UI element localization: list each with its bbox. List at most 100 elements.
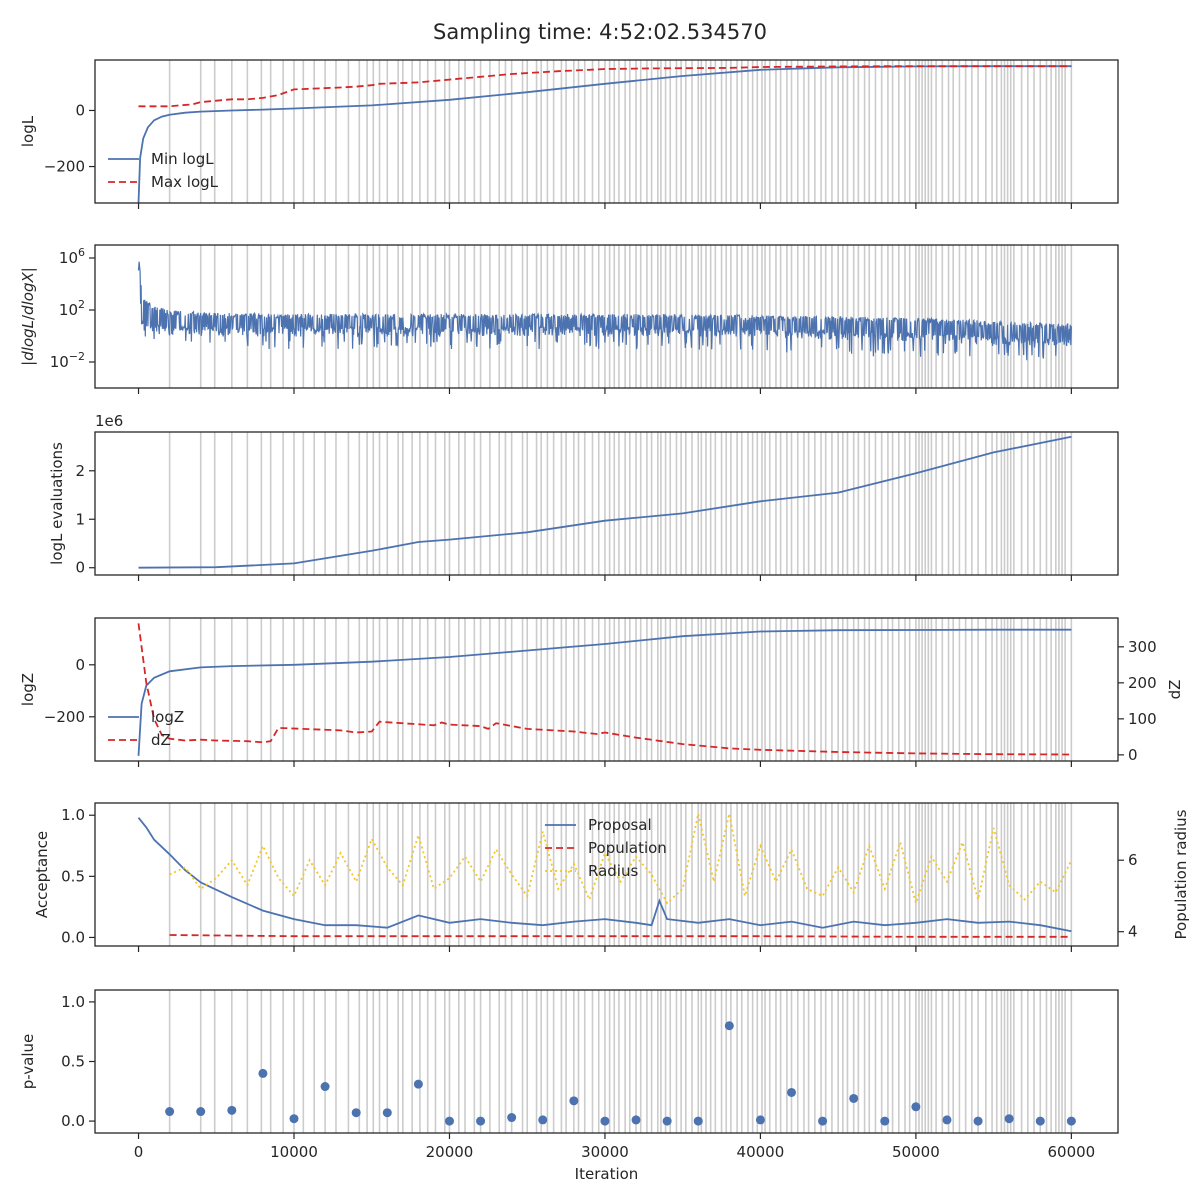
series-line-proposal	[137, 817, 1072, 933]
data-point	[880, 1116, 890, 1126]
y-tick-label: 1.0	[61, 806, 85, 824]
y-axis-label: logZ	[19, 673, 37, 706]
y-tick-label: 1.0	[61, 993, 85, 1011]
y-tick-label-right: 300	[1128, 638, 1157, 656]
data-point	[1035, 1116, 1045, 1126]
panel-plot-area	[137, 245, 1073, 388]
panel-frame	[94, 989, 1119, 1134]
y-axis-label: p-value	[19, 1034, 37, 1090]
y-tick-label: 0.5	[61, 867, 85, 885]
y-tick-label: 0.0	[61, 1112, 85, 1130]
data-point	[973, 1116, 983, 1126]
x-axis-label: Iteration	[575, 1165, 639, 1183]
y-tick-label-right: 6	[1128, 851, 1138, 869]
panel-2: 0 1 2 logL evaluations 1e6	[48, 412, 1119, 581]
panel-0: −200 0 logL Min logL Max logL	[19, 59, 1119, 209]
y-axis-label: Acceptance	[33, 831, 51, 918]
data-point	[818, 1116, 828, 1126]
y-tick-label: 2	[75, 462, 85, 480]
y-axis-label-part: |	[19, 267, 37, 272]
y-tick-label: 0	[75, 101, 85, 119]
data-point	[755, 1115, 765, 1125]
legend-label: logZ	[151, 708, 184, 726]
y-axis-label-part: /	[19, 314, 37, 320]
panel-frame	[94, 59, 1119, 204]
legend: Proposal Population Radius	[545, 816, 667, 880]
y-tick-exponent: 2	[78, 298, 85, 311]
series-line-min-logl	[137, 65, 1072, 203]
panel-plot-area	[137, 60, 1073, 203]
data-point	[942, 1115, 952, 1125]
legend-label: dZ	[151, 731, 171, 749]
panel-plot-area	[137, 618, 1073, 761]
y-tick-label: 102	[59, 298, 85, 319]
panel-plot-area	[137, 803, 1073, 946]
y-axis-label-part: |	[19, 361, 37, 366]
y-axis-label-part: d	[19, 305, 37, 315]
x-tick-label: 0	[134, 1143, 144, 1161]
data-point	[413, 1079, 423, 1089]
x-tick-label: 50000	[892, 1143, 940, 1161]
figure-title: Sampling time: 4:52:02.534570	[433, 20, 767, 44]
y-tick-label: 10−2	[50, 350, 85, 371]
y-axis-label-right: dZ	[1166, 680, 1184, 700]
y-axis-label: logL evaluations	[48, 442, 66, 565]
panel-frame	[94, 431, 1119, 576]
legend: logZ dZ	[108, 708, 184, 749]
data-point	[289, 1114, 299, 1124]
x-tick-label: 10000	[270, 1143, 318, 1161]
data-point	[476, 1116, 486, 1126]
panel-frame	[94, 617, 1119, 762]
y-axis-label-right: Population radius	[1172, 809, 1190, 939]
y-tick-label: 1	[75, 510, 85, 528]
y-tick-label: 0.5	[61, 1053, 85, 1071]
panel-plot-area	[165, 990, 1076, 1133]
panel-5: 0 10000 20000 30000 40000 50000 60000 0.0 0.5 1.0…	[19, 989, 1119, 1161]
data-point	[1004, 1114, 1014, 1124]
legend-label: Min logL	[151, 150, 214, 168]
y-tick-label: 106	[59, 246, 85, 267]
data-point	[849, 1093, 859, 1103]
data-point	[258, 1068, 268, 1078]
y-tick-label: 0	[75, 656, 85, 674]
x-tick-label: 40000	[737, 1143, 785, 1161]
y-axis-label: |dlogL/dlogX|	[19, 267, 37, 366]
legend-label: Radius	[588, 862, 638, 880]
y-tick-exponent: −2	[69, 350, 85, 363]
data-point	[693, 1116, 703, 1126]
legend-label: Proposal	[588, 816, 652, 834]
y-tick-label: 0.0	[61, 928, 85, 946]
y-tick-label-right: 4	[1128, 923, 1138, 941]
data-point	[165, 1107, 175, 1117]
x-tick-label: 60000	[1047, 1143, 1095, 1161]
data-point	[538, 1115, 548, 1125]
x-tick-label: 20000	[426, 1143, 474, 1161]
y-axis-label-part: logL	[19, 320, 37, 351]
data-point	[1066, 1116, 1076, 1126]
series-line-dz	[137, 623, 1072, 756]
panel-plot-area	[138, 432, 1073, 575]
series-line-radius	[169, 813, 1073, 907]
data-point	[724, 1021, 734, 1031]
series-line-logz	[137, 628, 1072, 756]
y-tick-label: 0	[75, 559, 85, 577]
data-point	[631, 1115, 641, 1125]
panel-frame	[94, 802, 1119, 947]
y-tick-label: −200	[44, 158, 85, 176]
data-point	[320, 1082, 330, 1092]
data-point	[196, 1107, 206, 1117]
y-tick-label: −200	[44, 708, 85, 726]
x-tick-label: 30000	[581, 1143, 629, 1161]
y-tick-exponent: 6	[78, 246, 85, 259]
data-point	[662, 1116, 672, 1126]
panel-3: −200 0 0 100 200 300 logZ dZ logZ dZ	[19, 617, 1184, 767]
data-point	[911, 1102, 921, 1112]
panel-frame	[94, 244, 1119, 389]
offset-text: 1e6	[95, 412, 123, 430]
data-point	[787, 1087, 797, 1097]
legend-label: Population	[588, 839, 667, 857]
data-point	[507, 1113, 517, 1123]
series-line-max-logl	[138, 65, 1072, 108]
